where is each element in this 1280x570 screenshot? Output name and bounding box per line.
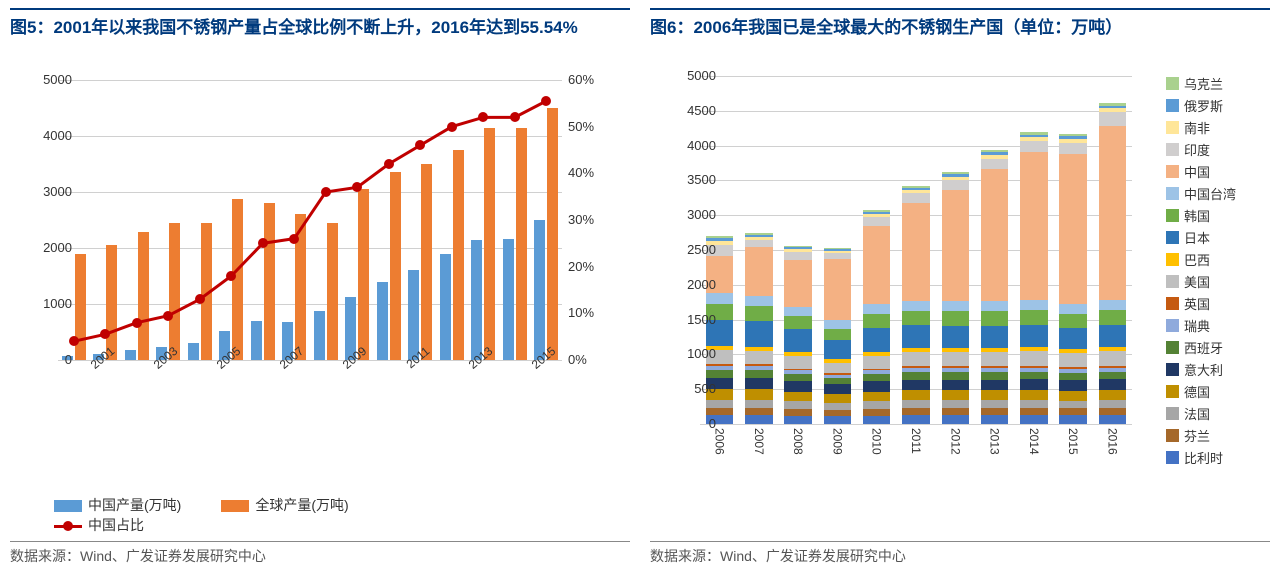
legend-swatch — [1166, 99, 1179, 112]
legend-item: 乌克兰 — [1166, 74, 1270, 93]
ratio-point — [447, 122, 457, 132]
legend-item: 中国 — [1166, 162, 1270, 181]
legend-label: 南非 — [1184, 118, 1210, 137]
ratio-point — [510, 112, 520, 122]
legend-swatch — [1166, 187, 1179, 200]
legend-label: 俄罗斯 — [1184, 96, 1223, 115]
legend-swatch — [1166, 429, 1179, 442]
legend-label: 瑞典 — [1184, 316, 1210, 335]
chart5-wrap: 0100020003000400050000%10%20%30%40%50%60… — [10, 70, 630, 491]
ratio-point — [321, 187, 331, 197]
legend-label: 芬兰 — [1184, 426, 1210, 445]
legend-swatch — [1166, 165, 1179, 178]
ratio-point — [289, 234, 299, 244]
legend-item: 日本 — [1166, 228, 1270, 247]
legend-swatch — [1166, 363, 1179, 376]
stacked-bar — [784, 246, 811, 424]
chart5-legend: 中国产量(万吨) 全球产量(万吨) 中国占比 — [10, 491, 630, 537]
legend-item: 法国 — [1166, 404, 1270, 423]
legend-swatch — [1166, 143, 1179, 156]
stacked-bar — [745, 233, 772, 424]
chart6-title: 图6：2006年我国已是全球最大的不锈钢生产国（单位：万吨） — [650, 8, 1270, 70]
legend-swatch — [1166, 209, 1179, 222]
legend-label-global: 全球产量(万吨) — [255, 497, 348, 513]
stacked-bar — [981, 150, 1008, 424]
legend-label: 韩国 — [1184, 206, 1210, 225]
stacked-bar — [863, 210, 890, 424]
chart5-plot-area: 0100020003000400050000%10%20%30%40%50%60… — [10, 70, 630, 410]
legend-item: 芬兰 — [1166, 426, 1270, 445]
chart6-wrap: 0500100015002000250030003500400045005000… — [650, 70, 1270, 537]
legend-swatch — [1166, 231, 1179, 244]
legend-swatch — [1166, 253, 1179, 266]
ratio-point — [195, 294, 205, 304]
chart5-source: 数据来源：Wind、广发证券发展研究中心 — [10, 541, 630, 566]
chart5-panel: 图5：2001年以来我国不锈钢产量占全球比例不断上升，2016年达到55.54%… — [0, 0, 640, 570]
legend-swatch — [1166, 77, 1179, 90]
legend-label: 德国 — [1184, 382, 1210, 401]
chart6-source: 数据来源：Wind、广发证券发展研究中心 — [650, 541, 1270, 566]
chart5-title: 图5：2001年以来我国不锈钢产量占全球比例不断上升，2016年达到55.54% — [10, 8, 630, 70]
ratio-point — [258, 238, 268, 248]
stacked-bar — [902, 186, 929, 424]
ratio-point — [100, 329, 110, 339]
legend-label: 中国台湾 — [1184, 184, 1236, 203]
stacked-bar — [942, 172, 969, 424]
legend-item: 德国 — [1166, 382, 1270, 401]
legend-item: 俄罗斯 — [1166, 96, 1270, 115]
legend-label: 巴西 — [1184, 250, 1210, 269]
ratio-point — [352, 182, 362, 192]
stacked-bar — [1099, 103, 1126, 424]
legend-swatch — [1166, 319, 1179, 332]
legend-label: 意大利 — [1184, 360, 1223, 379]
stacked-bar — [1059, 134, 1086, 424]
legend-swatch — [1166, 275, 1179, 288]
chart6-panel: 图6：2006年我国已是全球最大的不锈钢生产国（单位：万吨） 050010001… — [640, 0, 1280, 570]
legend-swatch-ratio — [54, 525, 82, 528]
legend-swatch — [1166, 385, 1179, 398]
ratio-point — [541, 96, 551, 106]
legend-swatch-global — [221, 500, 249, 512]
legend-label-china: 中国产量(万吨) — [88, 497, 181, 513]
legend-label: 美国 — [1184, 272, 1210, 291]
ratio-point — [384, 159, 394, 169]
legend-item: 意大利 — [1166, 360, 1270, 379]
legend-label: 中国 — [1184, 162, 1210, 181]
ratio-point — [69, 336, 79, 346]
ratio-point — [478, 112, 488, 122]
stacked-bar — [1020, 132, 1047, 424]
chart6-legend: 乌克兰俄罗斯南非印度中国中国台湾韩国日本巴西美国英国瑞典西班牙意大利德国法国芬兰… — [1162, 70, 1270, 537]
legend-item: 英国 — [1166, 294, 1270, 313]
legend-item: 南非 — [1166, 118, 1270, 137]
legend-swatch — [1166, 451, 1179, 464]
legend-label: 印度 — [1184, 140, 1210, 159]
ratio-point — [163, 311, 173, 321]
chart6-plot-area: 0500100015002000250030003500400045005000… — [650, 70, 1162, 460]
ratio-point — [132, 318, 142, 328]
legend-swatch — [1166, 341, 1179, 354]
legend-swatch — [1166, 407, 1179, 420]
legend-label: 乌克兰 — [1184, 74, 1223, 93]
legend-item: 韩国 — [1166, 206, 1270, 225]
legend-swatch — [1166, 297, 1179, 310]
legend-item: 中国台湾 — [1166, 184, 1270, 203]
legend-item: 瑞典 — [1166, 316, 1270, 335]
legend-item: 美国 — [1166, 272, 1270, 291]
legend-swatch — [1166, 121, 1179, 134]
legend-label: 英国 — [1184, 294, 1210, 313]
legend-item: 巴西 — [1166, 250, 1270, 269]
stacked-bar — [824, 248, 851, 424]
legend-item: 印度 — [1166, 140, 1270, 159]
legend-item: 西班牙 — [1166, 338, 1270, 357]
legend-label: 法国 — [1184, 404, 1210, 423]
legend-label: 西班牙 — [1184, 338, 1223, 357]
ratio-point — [226, 271, 236, 281]
legend-item: 比利时 — [1166, 448, 1270, 467]
legend-label: 比利时 — [1184, 448, 1223, 467]
legend-label: 日本 — [1184, 228, 1210, 247]
ratio-point — [415, 140, 425, 150]
legend-swatch-china — [54, 500, 82, 512]
legend-label-ratio: 中国占比 — [88, 517, 144, 533]
